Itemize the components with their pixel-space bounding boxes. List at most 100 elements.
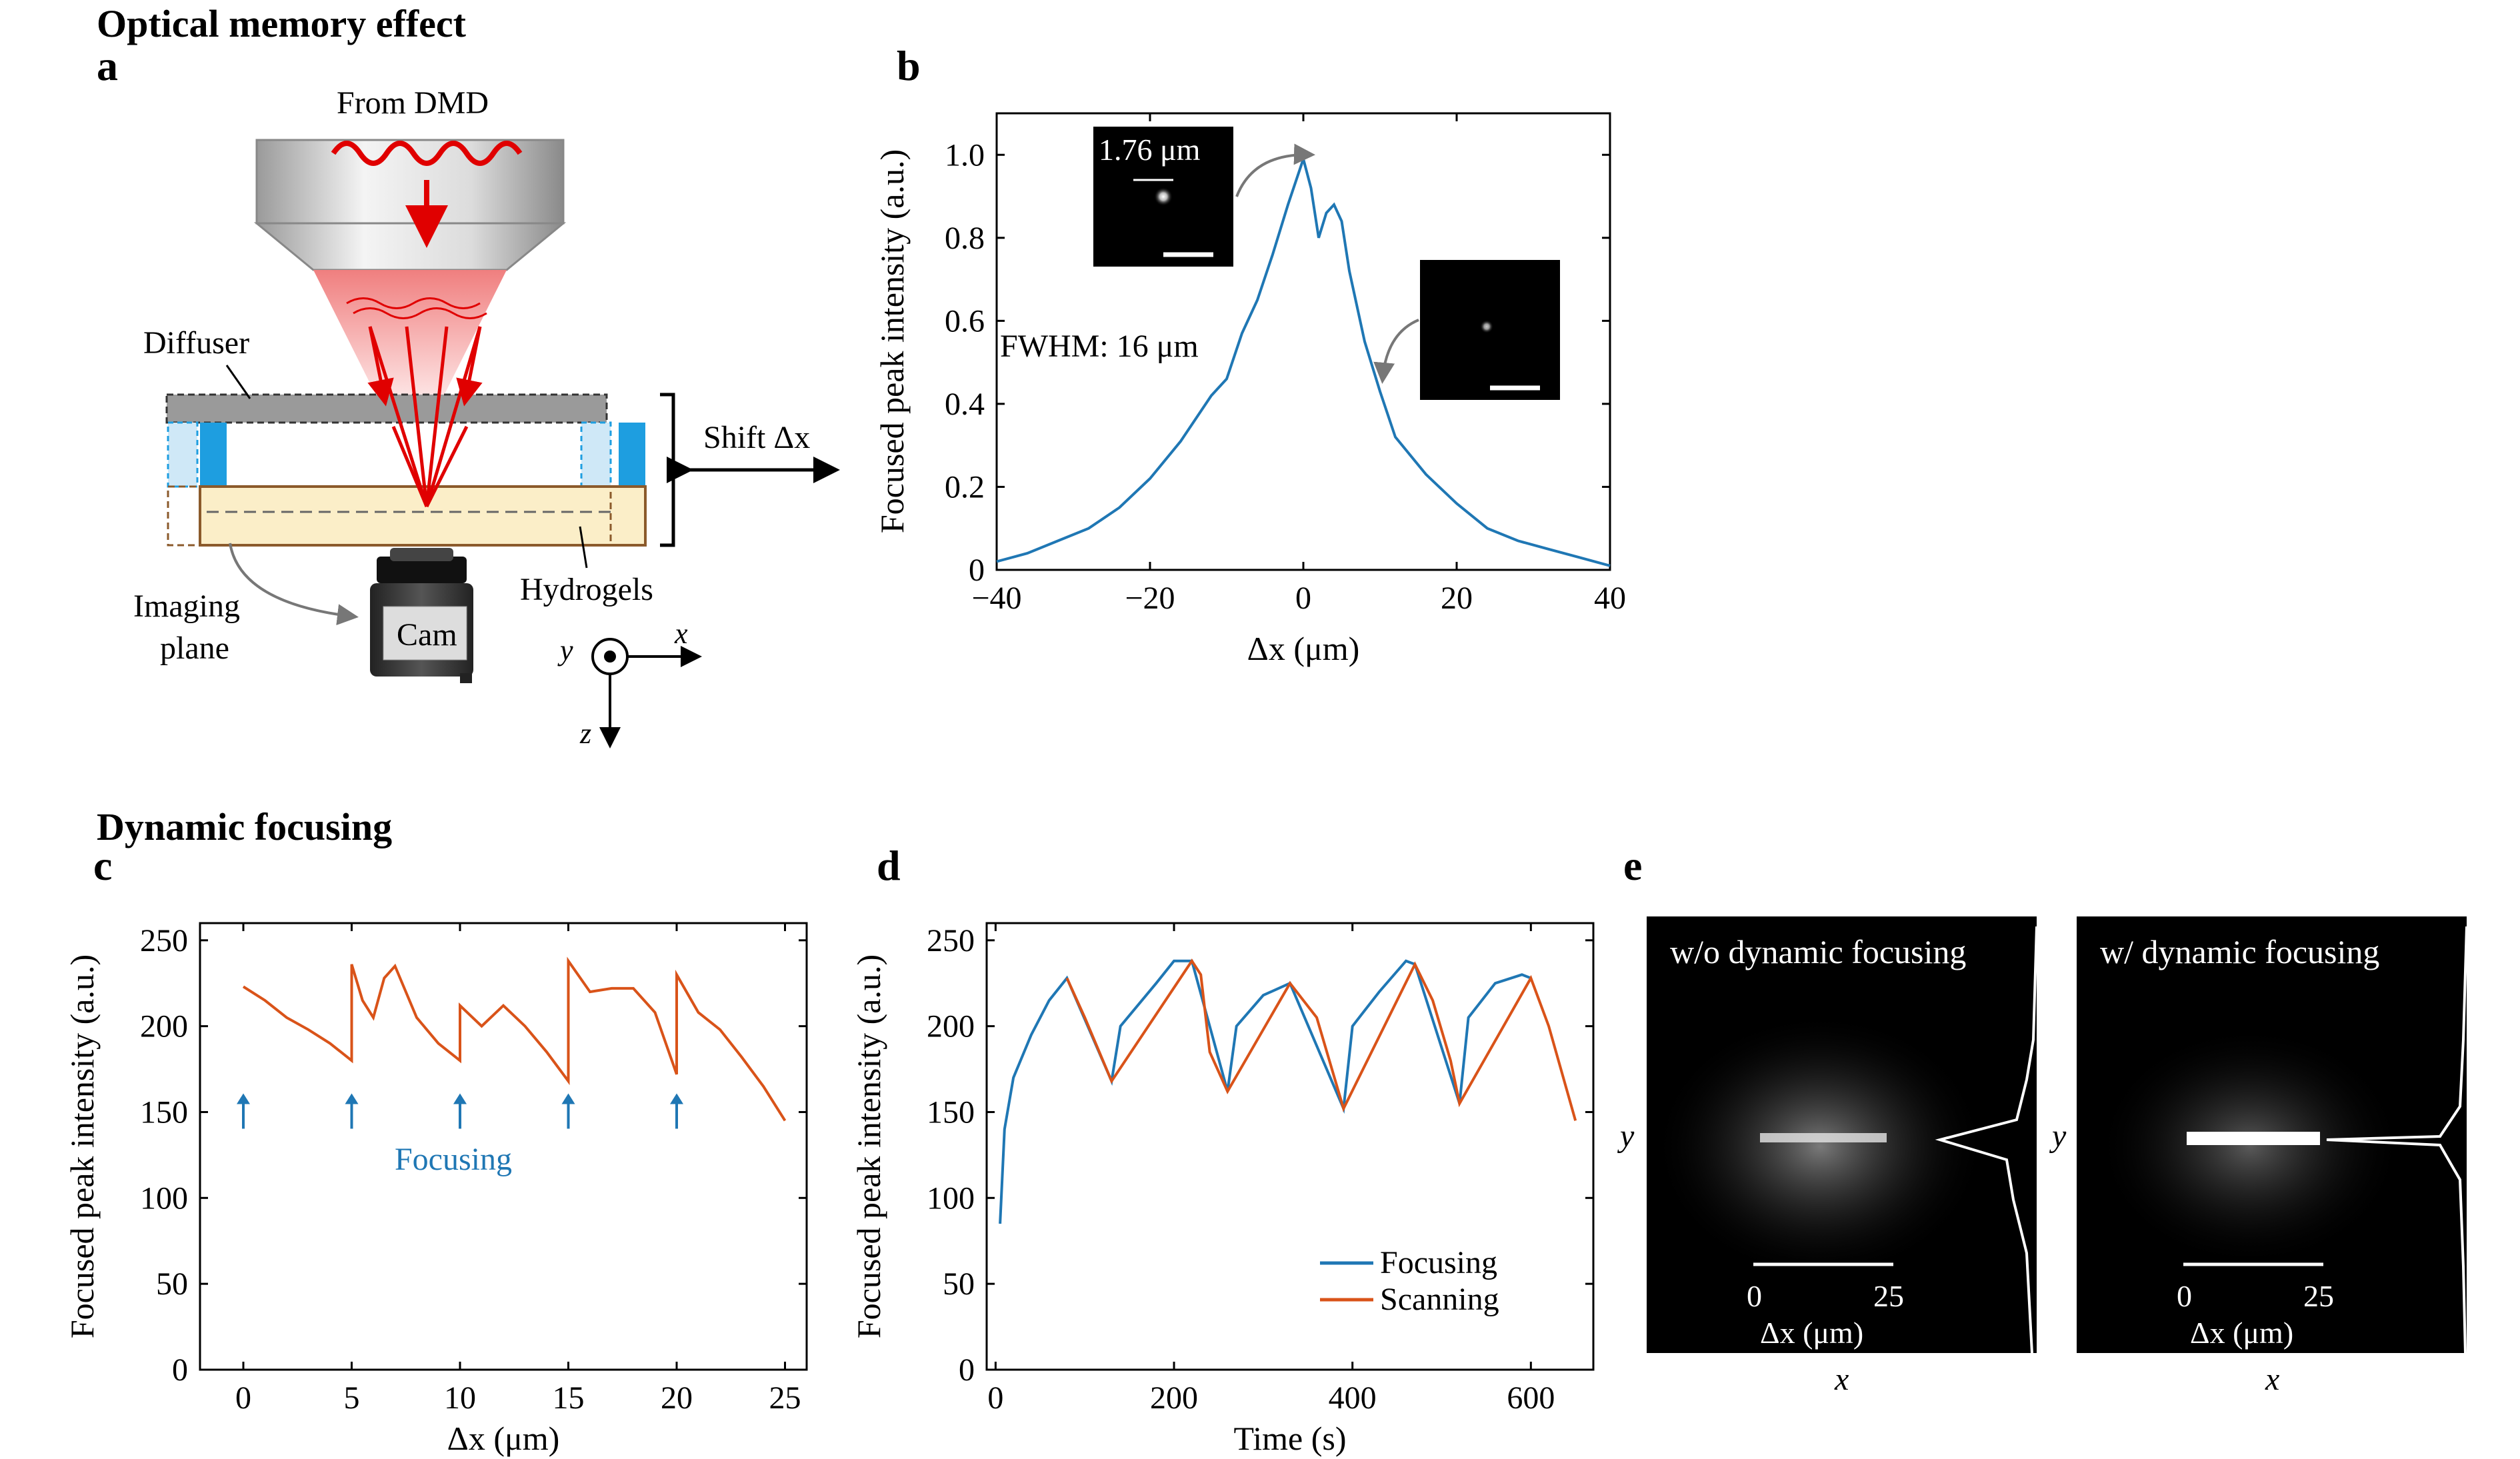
hydrogels-pointer <box>579 526 588 569</box>
x-tick-label: 20 <box>1441 581 1473 616</box>
y-tick-label: 50 <box>943 1266 975 1302</box>
x-ticks-c: 0 5 10 15 20 25 <box>235 923 801 1416</box>
x-tick-label: 400 <box>1329 1380 1377 1416</box>
x-axis-label-d: Time (s) <box>1233 1420 1346 1457</box>
inset-spot-size: 1.76 μm <box>1099 133 1201 167</box>
x-axis-label-c: Δx (μm) <box>447 1420 560 1457</box>
shift-bracket <box>660 393 675 547</box>
fwhm-annotation: FWHM: 16 μm <box>1000 329 1199 364</box>
y-tick-label: 0.8 <box>945 221 985 256</box>
y-tick-label: 0.4 <box>945 387 985 422</box>
camera-icon: Cam <box>370 548 473 683</box>
x-tick-label: 0 <box>987 1380 1003 1416</box>
y-axis-label-d: Focused peak intensity (a.u.) <box>850 954 887 1338</box>
scalebar-tick-end-2: 25 <box>2303 1279 2334 1313</box>
heatmap-focus-band-1 <box>1760 1133 1887 1142</box>
series-lines-d <box>999 958 1577 1224</box>
spacer-right <box>619 423 645 487</box>
x-ticks-b: −40 −20 0 20 40 <box>971 113 1626 616</box>
light-cone <box>313 270 507 397</box>
shift-label: Shift Δx <box>703 420 810 455</box>
focusing-arrowhead <box>670 1093 683 1104</box>
series-line-b <box>996 154 1611 567</box>
focusing-rays <box>367 326 483 508</box>
y-tick-label: 150 <box>140 1094 188 1130</box>
heading-optical-memory: Optical memory effect <box>97 2 467 45</box>
focusing-arrowhead <box>237 1093 250 1104</box>
chart-b: 0 0.2 0.4 0.6 0.8 1.0 −40 −20 0 20 40 Δx (μm) Foc… <box>873 112 1626 667</box>
diffuser-label: Diffuser <box>143 325 249 361</box>
focusing-arrowhead <box>561 1093 575 1104</box>
y-tick-label: 150 <box>927 1094 975 1130</box>
chart-c: 0 50 100 150 200 250 0 5 10 15 20 25 Focusing Δx (… <box>63 922 808 1457</box>
y-ticks-b: 0 0.2 0.4 0.6 0.8 1.0 <box>945 137 1610 588</box>
camera-label: Cam <box>397 617 457 653</box>
imaging-label-1: Imaging <box>133 589 240 624</box>
imaging-pointer <box>229 543 359 626</box>
focusing-arrowhead <box>345 1093 359 1104</box>
heatmap-title-1: w/o dynamic focusing <box>1670 933 1966 970</box>
heatmap-xlabel-2: x <box>2265 1362 2279 1397</box>
x-tick-label: 600 <box>1507 1380 1555 1416</box>
spacer-left-shifted <box>167 421 199 488</box>
focusing-arrows <box>237 1093 683 1129</box>
plot-area-d <box>985 922 1595 1371</box>
hydrogels-label: Hydrogels <box>520 572 653 607</box>
scalebar-tick-start-1: 0 <box>1747 1279 1762 1313</box>
y-tick-label: 1.0 <box>945 137 985 173</box>
heatmap-without-focusing: w/o dynamic focusing 0 25 Δx (μm) y x <box>1617 916 2045 1397</box>
x-tick-label: 200 <box>1150 1380 1198 1416</box>
legend-label-focusing: Focusing <box>1380 1245 1497 1280</box>
panel-label-c: c <box>93 842 112 889</box>
heatmap-haze-2 <box>2097 1026 2403 1266</box>
x-tick-label: 10 <box>444 1380 476 1416</box>
y-tick-label: 0.2 <box>945 469 985 505</box>
imaging-label-2: plane <box>160 631 229 666</box>
x-ticks-d: 0 200 400 600 <box>987 923 1555 1416</box>
inset-focus-spot <box>1154 187 1173 206</box>
series-line-c <box>242 956 787 1122</box>
x-tick-label: 15 <box>553 1380 585 1416</box>
heading-dynamic-focusing: Dynamic focusing <box>97 805 392 848</box>
y-tick-label: 250 <box>927 923 975 958</box>
axis-x-label: x <box>674 617 688 650</box>
x-axis-label-b: Δx (μm) <box>1247 630 1360 667</box>
panel-label-e: e <box>1623 842 1642 889</box>
x-tick-label: 0 <box>235 1380 251 1416</box>
y-tick-label: 250 <box>140 923 188 958</box>
profile-curve-1 <box>1935 926 2038 1354</box>
scalebar-tick-end-1: 25 <box>1873 1279 1904 1313</box>
y-tick-label: 200 <box>927 1009 975 1044</box>
y-ticks-c: 0 50 100 150 200 250 <box>140 923 807 1388</box>
coordinate-axes: x y z <box>557 617 702 750</box>
panel-label-a: a <box>97 42 118 89</box>
x-tick-label: 20 <box>661 1380 693 1416</box>
schematic-diagram: From DMD Diffuser <box>133 85 840 750</box>
scattered-wavefront <box>346 297 487 319</box>
objective-tip <box>253 222 567 271</box>
inset-shifted-spot <box>1480 320 1493 333</box>
y-tick-label: 50 <box>156 1266 188 1302</box>
series-line-focusing <box>999 959 1532 1224</box>
scalebar-label-2: Δx (μm) <box>2190 1316 2293 1350</box>
inset-pointer-1 <box>1235 143 1315 197</box>
image-panel-e: w/o dynamic focusing 0 25 Δx (μm) y x w/… <box>1617 916 2476 1397</box>
y-axis-label-c: Focused peak intensity (a.u.) <box>63 954 101 1338</box>
y-tick-label: 200 <box>140 1009 188 1044</box>
y-tick-label: 0 <box>172 1352 188 1388</box>
y-tick-label: 100 <box>140 1180 188 1216</box>
heatmap-title-2: w/ dynamic focusing <box>2100 933 2379 970</box>
heatmap-with-focusing: w/ dynamic focusing 0 25 Δx (μm) y x <box>2049 916 2476 1397</box>
y-tick-label: 0 <box>959 1352 975 1388</box>
x-tick-label: 0 <box>1295 581 1311 616</box>
panel-label-d: d <box>877 842 901 889</box>
heatmap-focus-band-2 <box>2187 1132 2320 1145</box>
profile-curve-2 <box>2326 926 2468 1354</box>
y-axis-label-b: Focused peak intensity (a.u.) <box>873 149 911 533</box>
heatmap-ylabel-2: y <box>2049 1118 2067 1154</box>
heatmap-ylabel-1: y <box>1617 1118 1635 1154</box>
spacer-right-shifted <box>580 421 612 488</box>
panel-label-b: b <box>897 42 921 89</box>
inset-pointer-2 <box>1373 319 1419 384</box>
